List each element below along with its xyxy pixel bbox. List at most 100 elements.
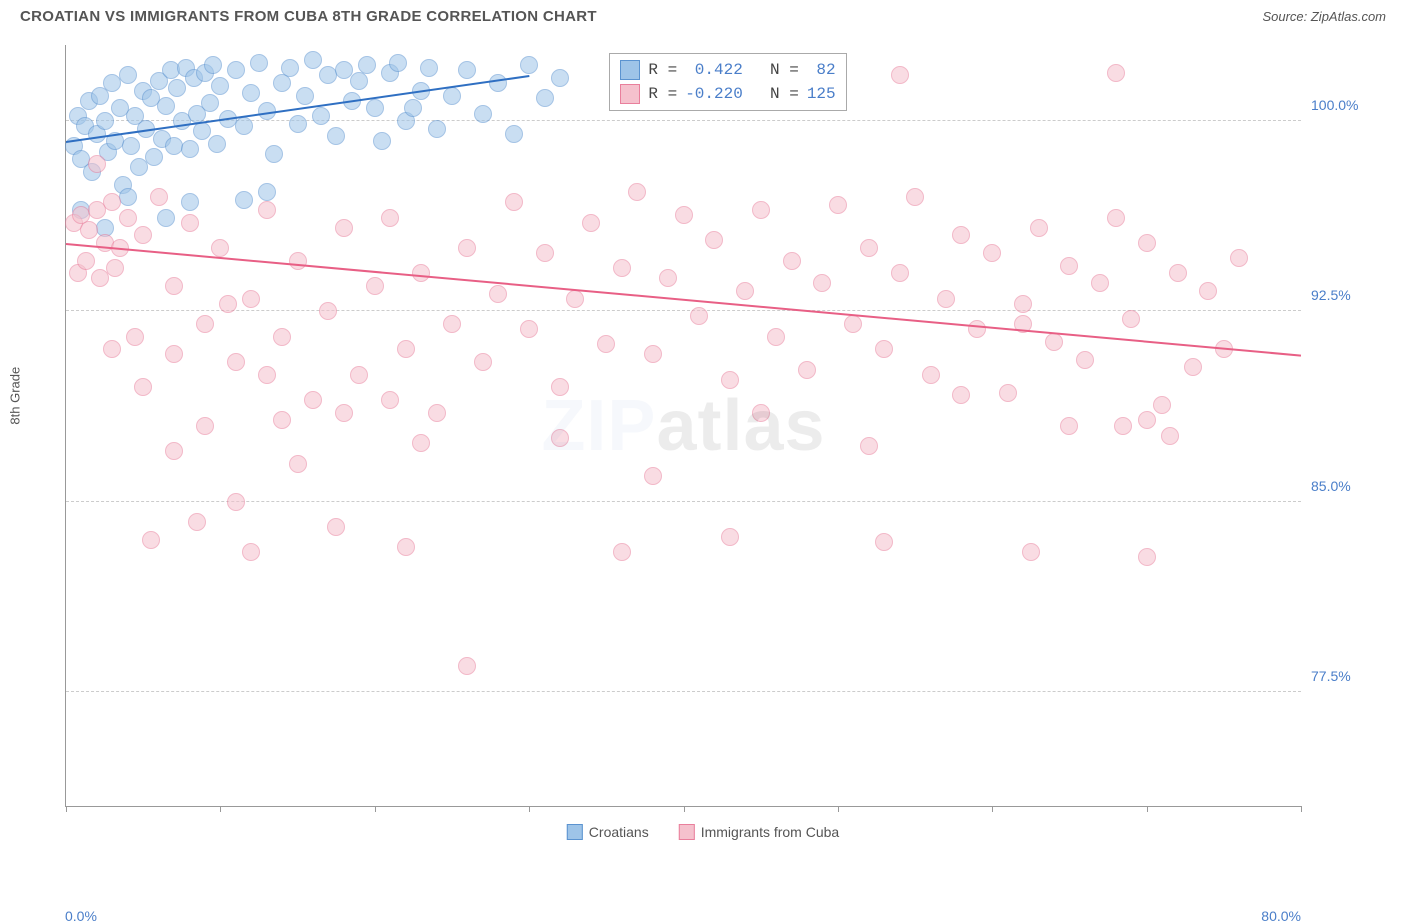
data-point [443, 87, 461, 105]
data-point [122, 137, 140, 155]
data-point [289, 115, 307, 133]
data-point [196, 417, 214, 435]
data-point [106, 259, 124, 277]
x-tick [1147, 806, 1148, 812]
data-point [227, 493, 245, 511]
data-point [265, 145, 283, 163]
data-point [489, 74, 507, 92]
data-point [813, 274, 831, 292]
data-point [273, 328, 291, 346]
gridline-h [66, 310, 1301, 311]
data-point [736, 282, 754, 300]
data-point [952, 226, 970, 244]
data-point [312, 107, 330, 125]
data-point [77, 252, 95, 270]
data-point [1030, 219, 1048, 237]
data-point [474, 105, 492, 123]
data-point [150, 188, 168, 206]
data-point [551, 69, 569, 87]
x-tick [838, 806, 839, 812]
data-point [273, 411, 291, 429]
data-point [96, 112, 114, 130]
data-point [1060, 257, 1078, 275]
x-tick [220, 806, 221, 812]
data-point [258, 201, 276, 219]
data-point [165, 277, 183, 295]
data-point [381, 209, 399, 227]
watermark: ZIPatlas [541, 385, 825, 467]
y-axis-label: 8th Grade [8, 367, 23, 425]
x-axis-max-label: 80.0% [1261, 908, 1301, 924]
x-tick [375, 806, 376, 812]
data-point [88, 155, 106, 173]
data-point [327, 518, 345, 536]
data-point [705, 231, 723, 249]
data-point [505, 193, 523, 211]
data-point [613, 543, 631, 561]
data-point [1138, 411, 1156, 429]
data-point [208, 135, 226, 153]
data-point [1138, 548, 1156, 566]
legend-swatch [567, 824, 583, 840]
data-point [1114, 417, 1132, 435]
data-point [157, 97, 175, 115]
plot-area: ZIPatlas 77.5%85.0%92.5%100.0%R = 0.422 … [65, 45, 1301, 807]
data-point [505, 125, 523, 143]
data-point [1022, 543, 1040, 561]
source-label: Source: ZipAtlas.com [1262, 9, 1386, 24]
data-point [142, 531, 160, 549]
data-point [289, 455, 307, 473]
data-point [289, 252, 307, 270]
gridline-h [66, 691, 1301, 692]
data-point [1153, 396, 1171, 414]
data-point [1091, 274, 1109, 292]
data-point [536, 89, 554, 107]
data-point [373, 132, 391, 150]
data-point [296, 87, 314, 105]
x-axis-min-label: 0.0% [65, 908, 97, 924]
legend-bottom: Croatians Immigrants from Cuba [567, 824, 839, 840]
data-point [458, 657, 476, 675]
data-point [428, 404, 446, 422]
legend-row: R = 0.422 N = 82 [620, 58, 835, 82]
data-point [952, 386, 970, 404]
data-point [80, 221, 98, 239]
data-point [922, 366, 940, 384]
data-point [350, 366, 368, 384]
data-point [690, 307, 708, 325]
data-point [181, 193, 199, 211]
data-point [211, 239, 229, 257]
data-point [875, 340, 893, 358]
data-point [767, 328, 785, 346]
data-point [304, 391, 322, 409]
data-point [613, 259, 631, 277]
data-point [242, 84, 260, 102]
data-point [829, 196, 847, 214]
data-point [675, 206, 693, 224]
data-point [1122, 310, 1140, 328]
legend-label: Immigrants from Cuba [701, 824, 839, 840]
data-point [227, 61, 245, 79]
data-point [134, 226, 152, 244]
data-point [1045, 333, 1063, 351]
legend-label: Croatians [589, 824, 649, 840]
data-point [443, 315, 461, 333]
data-point [644, 467, 662, 485]
data-point [844, 315, 862, 333]
data-point [860, 239, 878, 257]
data-point [211, 77, 229, 95]
data-point [204, 56, 222, 74]
data-point [752, 201, 770, 219]
gridline-h [66, 501, 1301, 502]
y-tick-label: 92.5% [1311, 287, 1381, 303]
data-point [157, 209, 175, 227]
data-point [366, 277, 384, 295]
n-label: N = [751, 58, 799, 82]
data-point [119, 66, 137, 84]
data-point [319, 302, 337, 320]
data-point [193, 122, 211, 140]
data-point [1107, 64, 1125, 82]
y-tick-label: 100.0% [1311, 97, 1381, 113]
data-point [250, 54, 268, 72]
data-point [644, 345, 662, 363]
